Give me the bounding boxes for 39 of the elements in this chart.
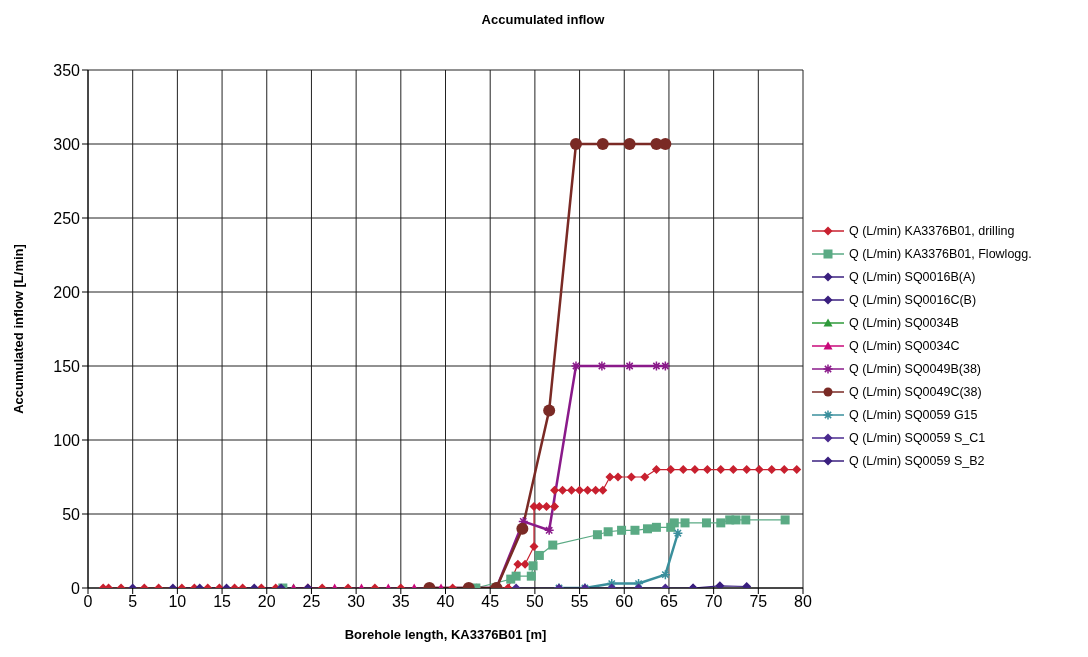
legend-label: Q (L/min) KA3376B01, Flowlogg.	[849, 246, 1032, 261]
x-tick-label: 20	[257, 593, 276, 611]
x-tick-label: 10	[168, 593, 187, 611]
x-tick-label: 50	[525, 593, 544, 611]
x-tick-label: 15	[213, 593, 232, 611]
x-tick-label: 25	[302, 593, 321, 611]
y-axis-title: Accumulated inflow [L/min]	[10, 244, 26, 414]
y-tick-label: 50	[62, 505, 81, 523]
legend-label: Q (L/min) KA3376B01, drilling	[849, 223, 1015, 238]
x-tick-label: 0	[83, 593, 93, 611]
x-axis-title: Borehole length, KA3376B01 [m]	[344, 627, 547, 642]
legend-label: Q (L/min) SQ0059 G15	[849, 407, 978, 422]
y-tick-label: 250	[53, 209, 81, 227]
x-tick-label: 5	[128, 593, 138, 611]
y-tick-label: 0	[71, 579, 81, 597]
y-tick-label: 300	[53, 135, 81, 153]
legend-label: Q (L/min) SQ0016C(B)	[849, 292, 977, 307]
legend-label: Q (L/min) SQ0034C	[849, 338, 960, 353]
legend-label: Q (L/min) SQ0059 S_B2	[849, 453, 985, 468]
y-tick-label: 200	[53, 283, 81, 301]
chart-title: Accumulated inflow	[480, 11, 606, 29]
legend-label: Q (L/min) SQ0034B	[849, 315, 959, 330]
x-tick-label: 70	[704, 593, 723, 611]
y-tick-label: 100	[53, 431, 81, 449]
x-tick-label: 35	[391, 593, 410, 611]
x-tick-label: 40	[436, 593, 455, 611]
x-tick-label: 80	[794, 593, 812, 611]
x-tick-label: 55	[570, 593, 589, 611]
legend-label: Q (L/min) SQ0016B(A)	[849, 269, 976, 284]
x-tick-label: 75	[749, 593, 768, 611]
y-tick-label: 150	[53, 357, 81, 375]
legend-label: Q (L/min) SQ0049C(38)	[849, 384, 982, 399]
x-tick-label: 65	[660, 593, 678, 611]
x-tick-label: 30	[347, 593, 366, 611]
legend-label: Q (L/min) SQ0049B(38)	[849, 361, 981, 376]
x-tick-label: 45	[481, 593, 500, 611]
x-tick-label: 60	[615, 593, 634, 611]
legend-label: Q (L/min) SQ0059 S_C1	[849, 430, 986, 445]
y-tick-label: 350	[53, 61, 81, 79]
